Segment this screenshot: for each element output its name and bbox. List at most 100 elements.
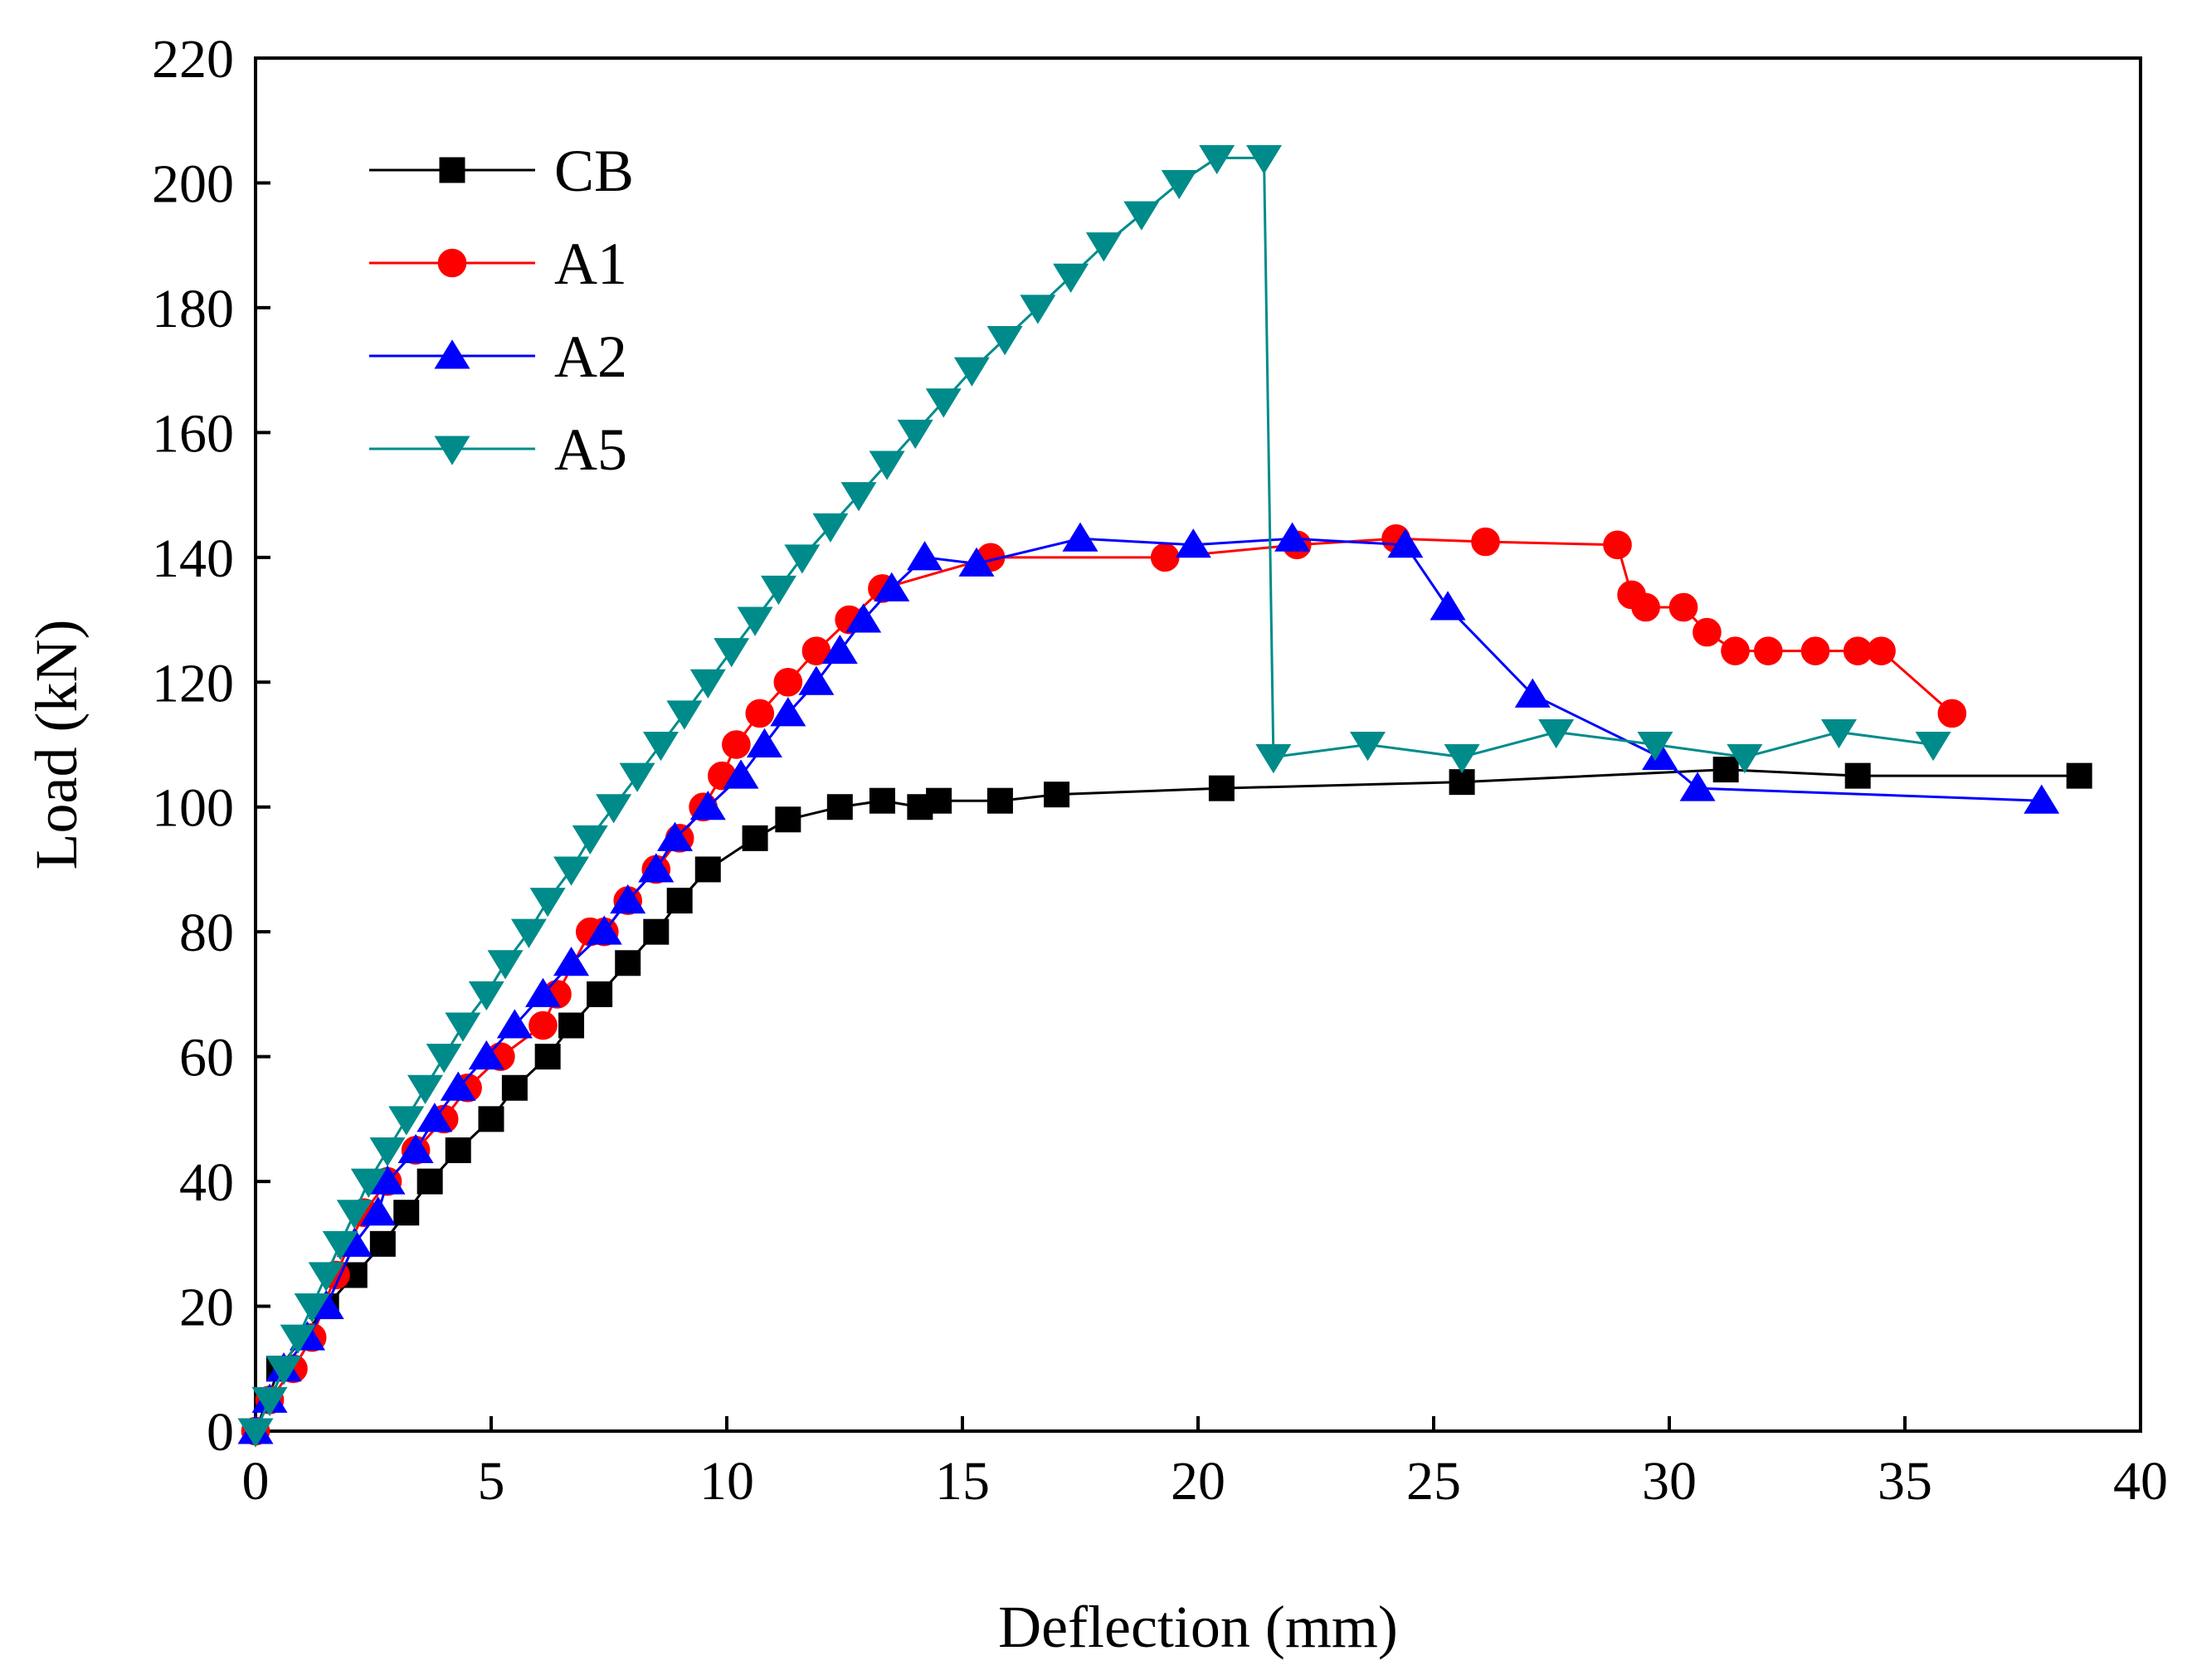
x-tick-label: 0 — [242, 1451, 270, 1512]
data-point-a5 — [1349, 732, 1386, 762]
data-point-a2 — [1514, 678, 1551, 708]
data-point-a5 — [322, 1230, 358, 1261]
data-point-cb — [615, 950, 641, 976]
data-point-a5 — [487, 950, 524, 980]
data-point-a2 — [1430, 591, 1466, 621]
legend-label: CB — [554, 138, 634, 204]
data-point-a5 — [308, 1262, 344, 1292]
data-point-a5 — [897, 419, 933, 450]
series-line-cb — [254, 768, 2080, 1432]
data-point-a5 — [336, 1200, 373, 1230]
data-point-a2 — [1175, 528, 1211, 558]
data-point-a1 — [1471, 527, 1500, 557]
data-point-a5 — [986, 326, 1023, 356]
data-point-a2 — [958, 547, 995, 577]
plot-frame — [254, 56, 2142, 1433]
data-point-cb — [534, 1044, 561, 1070]
data-point-cb — [1208, 775, 1235, 801]
data-point-a2 — [638, 853, 675, 883]
x-axis-ticks: 0 5 10 15 20 25 30 35 40 — [242, 1416, 2168, 1512]
legend-marker — [439, 157, 465, 183]
data-point-a1 — [722, 730, 751, 759]
data-point-a2 — [553, 947, 590, 976]
y-tick-label: 20 — [179, 1278, 234, 1338]
data-point-a5 — [350, 1168, 387, 1198]
legend-label: A2 — [554, 324, 627, 390]
y-tick-label: 160 — [152, 403, 234, 464]
legend-item-a2: A2 — [369, 324, 627, 390]
data-point-a1 — [1753, 636, 1783, 665]
data-point-a2 — [874, 572, 910, 601]
x-tick-label: 35 — [1878, 1451, 1932, 1512]
data-point-cb — [1844, 762, 1871, 789]
x-tick-label: 10 — [699, 1451, 754, 1512]
data-point-a2 — [496, 1009, 533, 1039]
data-point-a1 — [1631, 592, 1660, 622]
data-point-a1 — [1603, 530, 1632, 560]
x-axis-title: Deflection (mm) — [998, 1594, 1398, 1660]
data-point-a2 — [2024, 784, 2060, 814]
data-point-cb — [1044, 782, 1070, 808]
y-tick-label: 60 — [179, 1028, 234, 1088]
data-point-a5 — [553, 856, 590, 886]
data-point-a5 — [619, 762, 655, 792]
data-point-a5 — [784, 544, 821, 574]
data-point-a5 — [953, 357, 990, 387]
legend-marker — [437, 248, 467, 278]
data-point-cb — [587, 981, 613, 1007]
x-tick-label: 15 — [935, 1451, 990, 1512]
data-point-a2 — [610, 884, 646, 914]
data-point-cb — [2066, 762, 2092, 789]
data-point-cb — [445, 1137, 471, 1163]
data-point-a2 — [770, 697, 806, 727]
series-cb — [242, 757, 2092, 1444]
x-tick-label: 40 — [2113, 1451, 2168, 1512]
y-tick-label: 180 — [152, 279, 234, 339]
data-point-a2 — [1062, 522, 1098, 552]
data-point-a5 — [1053, 263, 1089, 294]
series-a2 — [237, 522, 2060, 1444]
data-point-a5 — [510, 918, 547, 948]
data-point-cb — [869, 787, 895, 814]
data-point-a2 — [1679, 772, 1716, 801]
data-point-a2 — [440, 1071, 476, 1101]
series-line-a5 — [254, 156, 1934, 1432]
data-point-cb — [478, 1106, 504, 1132]
data-point-a1 — [1150, 543, 1180, 572]
data-point-a5 — [251, 1386, 288, 1417]
data-point-a1 — [1937, 699, 1967, 728]
data-point-a5 — [572, 825, 608, 855]
data-point-a5 — [1915, 732, 1951, 762]
data-point-a1 — [1867, 636, 1896, 665]
data-point-a2 — [397, 1133, 434, 1163]
data-point-a2 — [1642, 740, 1678, 771]
data-point-a5 — [1538, 718, 1575, 749]
data-point-cb — [775, 806, 801, 833]
legend: CB A1 A2 A5 — [369, 138, 634, 483]
series-a5 — [237, 144, 1951, 1448]
data-point-cb — [666, 888, 693, 914]
data-point-cb — [369, 1230, 396, 1257]
legend-marker — [434, 339, 470, 369]
data-point-a5 — [1085, 232, 1122, 262]
data-point-a5 — [689, 669, 726, 699]
data-point-a5 — [1255, 744, 1292, 774]
y-tick-label: 100 — [152, 778, 234, 839]
data-point-cb — [1712, 757, 1739, 783]
series-line-a2 — [254, 537, 2042, 1432]
data-point-a5 — [407, 1074, 443, 1104]
y-tick-label: 80 — [179, 903, 234, 963]
data-point-a1 — [1693, 617, 1722, 647]
legend-item-cb: CB — [369, 138, 634, 204]
data-point-a5 — [1444, 744, 1480, 774]
data-point-a2 — [416, 1103, 453, 1132]
y-axis-ticks: 0 20 40 60 80 100 120 140 160 180 200 220 — [152, 29, 270, 1463]
data-point-a5 — [869, 450, 905, 480]
data-point-a5 — [1637, 732, 1673, 762]
x-tick-label: 25 — [1406, 1451, 1461, 1512]
legend-marker — [434, 436, 470, 465]
data-point-a1 — [773, 667, 803, 697]
data-point-a2 — [845, 603, 882, 633]
x-tick-label: 20 — [1171, 1451, 1225, 1512]
